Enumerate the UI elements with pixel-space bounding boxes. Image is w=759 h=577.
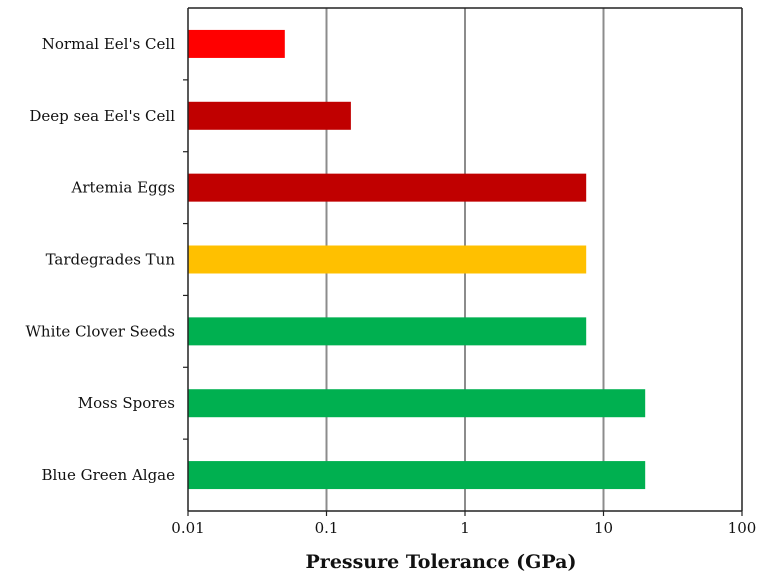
bar	[188, 101, 351, 130]
bar	[188, 317, 587, 346]
category-label: Moss Spores	[78, 394, 175, 412]
x-tick-label: 10	[594, 519, 613, 537]
x-axis-title: Pressure Tolerance (GPa)	[306, 551, 577, 572]
category-label: Artemia Eggs	[71, 179, 176, 197]
label-layer: 0.01 0.1 1 10 100 Normal Eel's Cell Deep sea E…	[26, 35, 757, 537]
bar-layer	[188, 29, 646, 490]
x-tick-label: 100	[728, 519, 757, 537]
bar	[188, 461, 646, 490]
category-label: Normal Eel's Cell	[42, 35, 175, 53]
x-tick-label: 1	[460, 519, 470, 537]
category-label: White Clover Seeds	[26, 322, 175, 340]
category-label: Tardegrades Tun	[46, 251, 176, 269]
bar	[188, 29, 285, 58]
bar	[188, 173, 587, 202]
category-label: Blue Green Algae	[41, 466, 175, 484]
axis-layer	[183, 7, 743, 516]
category-label: Deep sea Eel's Cell	[29, 107, 175, 125]
bar	[188, 389, 646, 418]
x-tick-label: 0.1	[315, 519, 339, 537]
bar	[188, 245, 587, 274]
x-tick-label: 0.01	[171, 519, 204, 537]
